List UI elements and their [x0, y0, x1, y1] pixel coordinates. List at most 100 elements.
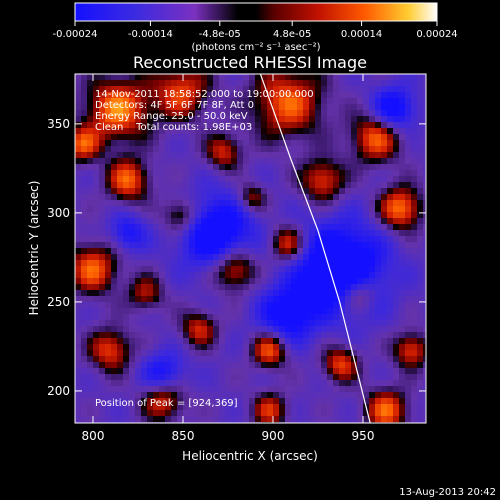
- heatmap-cell: [399, 326, 406, 333]
- heatmap-cell: [327, 392, 334, 399]
- heatmap-cell: [195, 368, 202, 375]
- heatmap-cell: [333, 182, 340, 189]
- heatmap-cell: [243, 278, 250, 285]
- heatmap-cell: [123, 212, 130, 219]
- heatmap-cell: [129, 146, 136, 153]
- heatmap-cell: [195, 158, 202, 165]
- heatmap-cell: [81, 224, 88, 231]
- heatmap-cell: [333, 212, 340, 219]
- heatmap-cell: [393, 284, 400, 291]
- heatmap-cell: [105, 164, 112, 171]
- heatmap-cell: [423, 260, 426, 267]
- heatmap-cell: [93, 86, 100, 93]
- heatmap-cell: [105, 146, 112, 153]
- heatmap-cell: [165, 164, 172, 171]
- heatmap-cell: [333, 374, 340, 381]
- heatmap-cell: [297, 86, 304, 93]
- heatmap-cell: [183, 248, 190, 255]
- heatmap-cell: [411, 410, 418, 417]
- heatmap-cell: [195, 380, 202, 387]
- heatmap-cell: [165, 182, 172, 189]
- heatmap-cell: [159, 350, 166, 357]
- heatmap-cell: [75, 368, 82, 375]
- heatmap-cell: [87, 320, 94, 327]
- heatmap-cell: [201, 320, 208, 327]
- heatmap-cell: [321, 122, 328, 129]
- heatmap-cell: [417, 80, 424, 87]
- heatmap-cell: [375, 104, 382, 111]
- heatmap-cell: [345, 374, 352, 381]
- heatmap-cell: [315, 188, 322, 195]
- heatmap-cell: [285, 350, 292, 357]
- heatmap-cell: [309, 410, 316, 417]
- heatmap-cell: [369, 290, 376, 297]
- heatmap-cell: [351, 410, 358, 417]
- heatmap-cell: [363, 332, 370, 339]
- heatmap-cell: [279, 116, 286, 123]
- heatmap-cell: [393, 200, 400, 207]
- heatmap-cell: [267, 392, 274, 399]
- heatmap-cell: [153, 380, 160, 387]
- heatmap-cell: [345, 404, 352, 411]
- heatmap-cell: [297, 164, 304, 171]
- heatmap-cell: [357, 212, 364, 219]
- heatmap-cell: [141, 356, 148, 363]
- heatmap-cell: [393, 332, 400, 339]
- heatmap-cell: [147, 212, 154, 219]
- heatmap-cell: [267, 350, 274, 357]
- heatmap-cell: [153, 236, 160, 243]
- heatmap-cell: [243, 122, 250, 129]
- heatmap-cell: [261, 188, 268, 195]
- heatmap-cell: [231, 410, 238, 417]
- heatmap-cell: [387, 290, 394, 297]
- heatmap-cell: [411, 170, 418, 177]
- heatmap-cell: [93, 380, 100, 387]
- heatmap-cell: [351, 92, 358, 99]
- heatmap-cell: [207, 368, 214, 375]
- heatmap-cell: [159, 146, 166, 153]
- heatmap-cell: [93, 110, 100, 117]
- heatmap-cell: [219, 398, 226, 405]
- heatmap-cell: [99, 86, 106, 93]
- heatmap-cell: [279, 350, 286, 357]
- heatmap-cell: [261, 380, 268, 387]
- heatmap-cell: [147, 374, 154, 381]
- heatmap-cell: [147, 248, 154, 255]
- heatmap-cell: [87, 392, 94, 399]
- heatmap-cell: [93, 386, 100, 393]
- heatmap-cell: [99, 308, 106, 315]
- heatmap-cell: [141, 302, 148, 309]
- heatmap-cell: [351, 314, 358, 321]
- heatmap-cell: [195, 212, 202, 219]
- heatmap-cell: [141, 386, 148, 393]
- heatmap-cell: [183, 74, 190, 81]
- heatmap-cell: [159, 128, 166, 135]
- heatmap-cell: [267, 146, 274, 153]
- heatmap-cell: [153, 404, 160, 411]
- heatmap-cell: [87, 374, 94, 381]
- heatmap-cell: [351, 290, 358, 297]
- heatmap-cell: [231, 98, 238, 105]
- heatmap-cell: [321, 254, 328, 261]
- heatmap-cell: [213, 182, 220, 189]
- heatmap-cell: [315, 164, 322, 171]
- heatmap-cell: [87, 416, 94, 423]
- heatmap-cell: [129, 362, 136, 369]
- heatmap-cell: [135, 398, 142, 405]
- heatmap-cell: [237, 410, 244, 417]
- heatmap-cell: [249, 146, 256, 153]
- heatmap-cell: [111, 326, 118, 333]
- heatmap-cell: [177, 272, 184, 279]
- heatmap-cell: [111, 242, 118, 249]
- heatmap-cell: [279, 248, 286, 255]
- heatmap-cell: [327, 164, 334, 171]
- heatmap-cell: [75, 188, 82, 195]
- heatmap-cell: [201, 338, 208, 345]
- heatmap-cell: [231, 146, 238, 153]
- heatmap-cell: [99, 248, 106, 255]
- heatmap-cell: [177, 188, 184, 195]
- heatmap-cell: [315, 356, 322, 363]
- heatmap-cell: [231, 320, 238, 327]
- heatmap-cell: [117, 200, 124, 207]
- heatmap-cell: [135, 332, 142, 339]
